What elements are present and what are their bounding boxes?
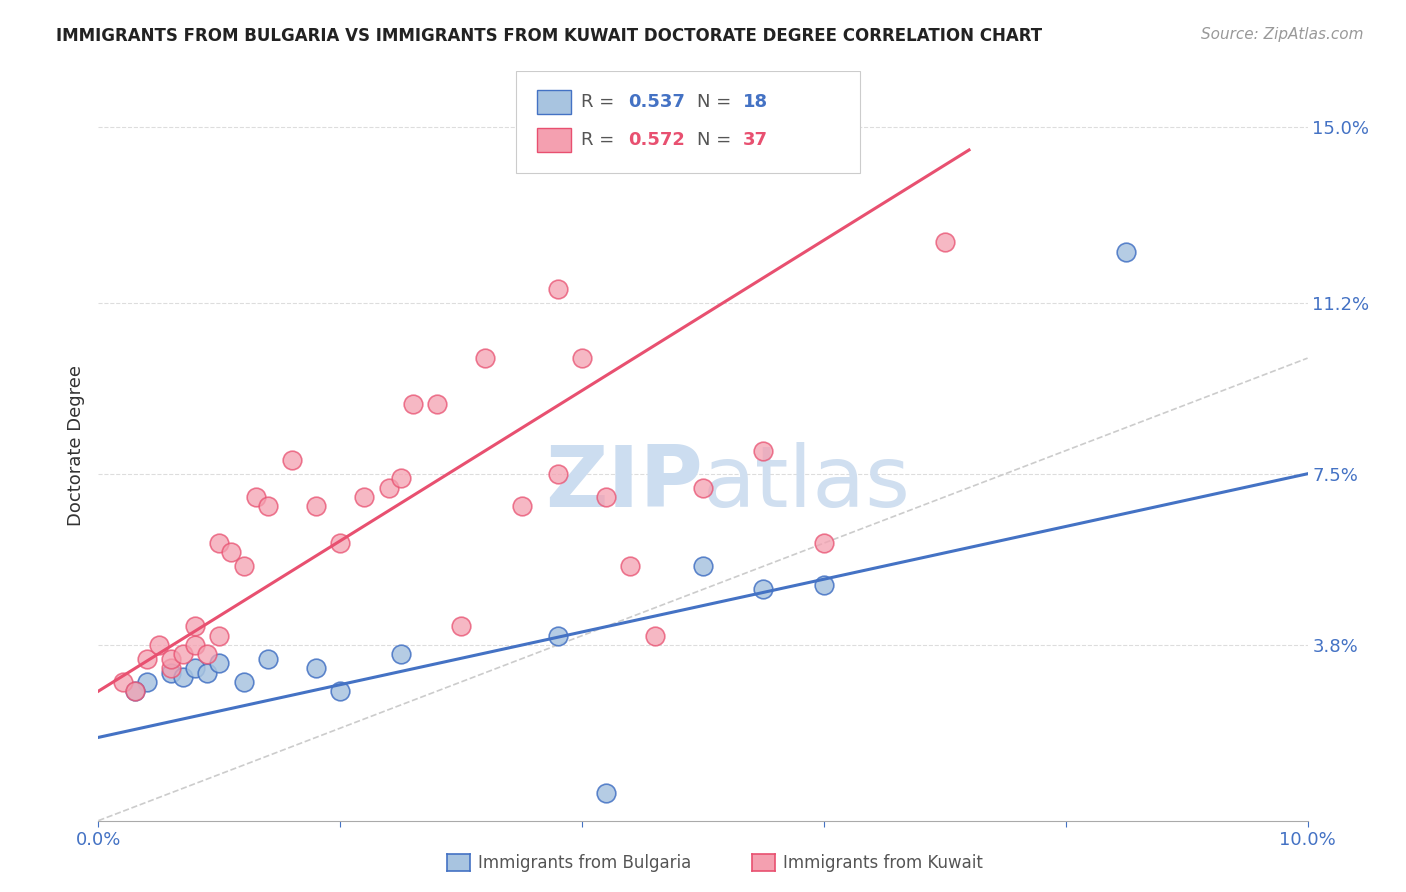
Point bbox=[221, 545, 243, 559]
Point bbox=[547, 282, 569, 296]
Point bbox=[813, 578, 835, 592]
FancyBboxPatch shape bbox=[537, 90, 571, 114]
Text: Immigrants from Bulgaria: Immigrants from Bulgaria bbox=[478, 854, 692, 871]
Point bbox=[571, 351, 593, 365]
Text: R =: R = bbox=[581, 130, 620, 149]
Point bbox=[184, 661, 207, 675]
Point bbox=[692, 481, 714, 495]
Point bbox=[135, 674, 157, 689]
Text: 18: 18 bbox=[742, 93, 768, 112]
Point bbox=[160, 652, 183, 666]
Text: R =: R = bbox=[581, 93, 620, 112]
Text: 0.537: 0.537 bbox=[628, 93, 685, 112]
Point bbox=[160, 665, 183, 680]
Point bbox=[389, 647, 412, 661]
Text: N =: N = bbox=[697, 130, 737, 149]
Point bbox=[305, 661, 328, 675]
Text: ZIP: ZIP bbox=[546, 442, 703, 525]
Point bbox=[595, 786, 617, 800]
Text: 37: 37 bbox=[742, 130, 768, 149]
Point bbox=[547, 629, 569, 643]
Point bbox=[245, 490, 267, 504]
Point bbox=[450, 619, 472, 633]
Point bbox=[172, 670, 194, 684]
Point bbox=[208, 657, 231, 671]
Point bbox=[934, 235, 956, 250]
Point bbox=[692, 559, 714, 574]
Point bbox=[232, 674, 254, 689]
Point bbox=[124, 684, 146, 698]
Text: atlas: atlas bbox=[703, 442, 911, 525]
Point bbox=[595, 490, 617, 504]
Point bbox=[232, 559, 254, 574]
Point bbox=[510, 499, 533, 513]
Point bbox=[160, 661, 183, 675]
Point bbox=[813, 536, 835, 550]
Text: N =: N = bbox=[697, 93, 737, 112]
Point bbox=[208, 536, 231, 550]
Point bbox=[752, 582, 775, 597]
Point bbox=[208, 629, 231, 643]
Point bbox=[619, 559, 641, 574]
Point bbox=[256, 652, 278, 666]
Point bbox=[111, 674, 134, 689]
Text: Source: ZipAtlas.com: Source: ZipAtlas.com bbox=[1201, 27, 1364, 42]
Point bbox=[1115, 244, 1137, 259]
Point bbox=[389, 471, 412, 485]
Point bbox=[195, 647, 218, 661]
Point bbox=[184, 638, 207, 652]
Point bbox=[135, 652, 157, 666]
FancyBboxPatch shape bbox=[516, 71, 860, 172]
FancyBboxPatch shape bbox=[537, 128, 571, 152]
Point bbox=[195, 665, 218, 680]
Point bbox=[256, 499, 278, 513]
Point bbox=[305, 499, 328, 513]
Point bbox=[281, 453, 304, 467]
Point bbox=[547, 467, 569, 481]
Point bbox=[474, 351, 496, 365]
Text: IMMIGRANTS FROM BULGARIA VS IMMIGRANTS FROM KUWAIT DOCTORATE DEGREE CORRELATION : IMMIGRANTS FROM BULGARIA VS IMMIGRANTS F… bbox=[56, 27, 1042, 45]
Point bbox=[644, 629, 666, 643]
Point bbox=[377, 481, 399, 495]
Point bbox=[353, 490, 375, 504]
Text: Immigrants from Kuwait: Immigrants from Kuwait bbox=[783, 854, 983, 871]
Point bbox=[426, 397, 449, 411]
Point bbox=[402, 397, 425, 411]
Point bbox=[329, 536, 352, 550]
Point bbox=[184, 619, 207, 633]
Y-axis label: Doctorate Degree: Doctorate Degree bbox=[66, 366, 84, 526]
Point bbox=[752, 443, 775, 458]
Point bbox=[329, 684, 352, 698]
Text: 0.572: 0.572 bbox=[628, 130, 685, 149]
Point bbox=[172, 647, 194, 661]
Point bbox=[148, 638, 170, 652]
Point bbox=[124, 684, 146, 698]
